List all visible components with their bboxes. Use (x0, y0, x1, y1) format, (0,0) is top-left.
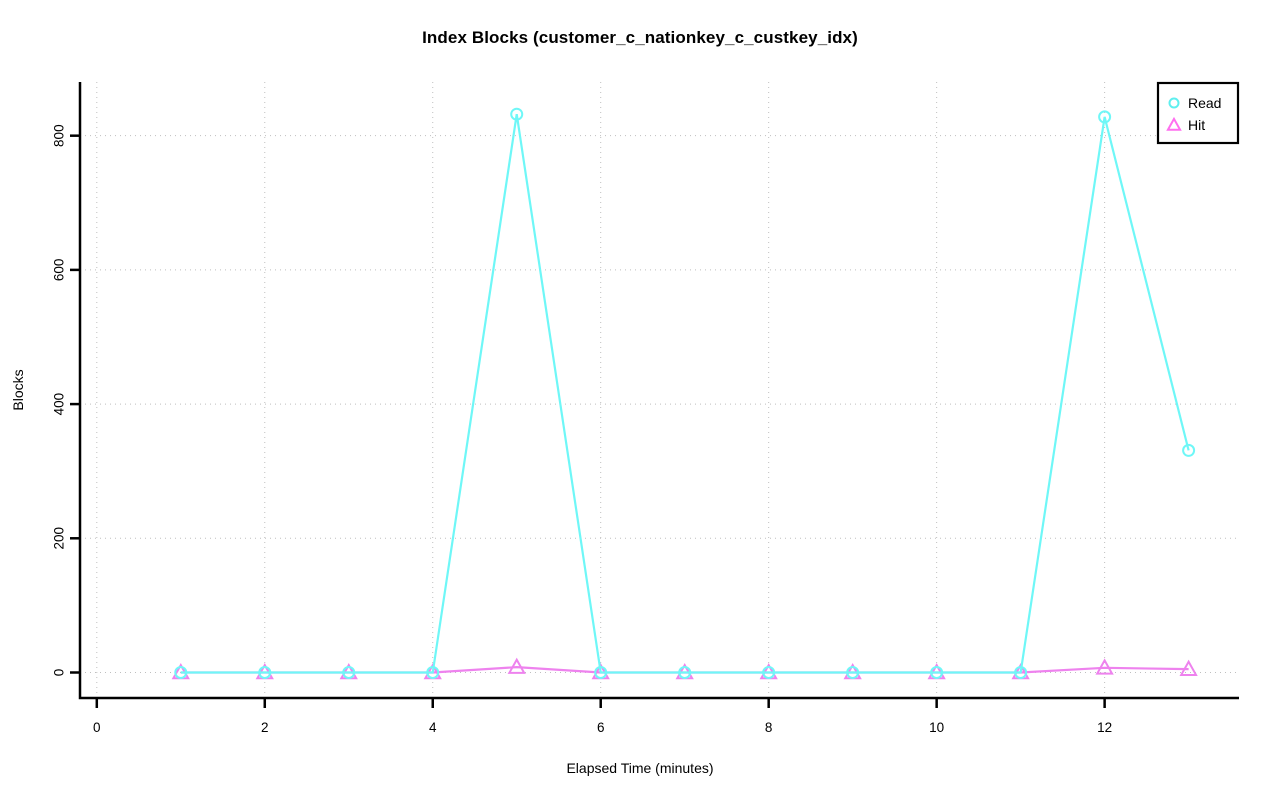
axis-ticks (70, 134, 1106, 708)
data-point-circle (1014, 666, 1028, 680)
data-point-triangle (1095, 658, 1114, 675)
legend-box (1156, 81, 1240, 145)
data-point-circle (342, 666, 356, 680)
chart-legend: Read Hit (1156, 81, 1240, 145)
x-tick-label: 10 (929, 720, 944, 735)
legend-label: Hit (1188, 117, 1205, 133)
plot-frame (78, 82, 1239, 700)
series-read (174, 107, 1196, 680)
data-point-triangle (1179, 659, 1198, 676)
data-point-circle (426, 666, 440, 680)
legend-marker-circle (1168, 97, 1180, 109)
data-point-circle (174, 666, 188, 680)
x-tick-label: 8 (765, 720, 773, 735)
data-point-circle (762, 666, 776, 680)
data-series (171, 107, 1198, 680)
axis-lines (78, 82, 1239, 700)
data-point-circle (846, 666, 860, 680)
data-point-triangle (507, 657, 526, 674)
x-axis-label: Elapsed Time (minutes) (566, 760, 714, 776)
x-tick-label: 4 (429, 720, 437, 735)
y-tick-label: 400 (52, 393, 67, 416)
data-point-circle (1098, 110, 1112, 124)
series-hit (171, 657, 1198, 680)
data-point-circle (510, 107, 524, 121)
axis-tick-labels: 0 200 400 600 800 0 2 4 6 8 10 12 (52, 124, 1113, 735)
legend-label: Read (1188, 95, 1221, 111)
x-tick-label: 2 (261, 720, 269, 735)
x-tick-label: 12 (1097, 720, 1112, 735)
legend-entry-read[interactable]: Read (1168, 95, 1222, 111)
chart-title: Index Blocks (customer_c_nationkey_c_cus… (422, 28, 858, 47)
data-point-circle (678, 666, 692, 680)
data-point-circle (930, 666, 944, 680)
legend-marker-triangle (1166, 116, 1182, 131)
y-tick-label: 0 (52, 669, 67, 677)
y-tick-label: 200 (52, 527, 67, 550)
data-point-circle (594, 666, 608, 680)
x-tick-label: 0 (93, 720, 101, 735)
x-tick-label: 6 (597, 720, 605, 735)
grid-lines (80, 82, 1239, 698)
data-point-circle (258, 666, 272, 680)
legend-entry-hit[interactable]: Hit (1166, 116, 1205, 133)
y-tick-label: 800 (52, 124, 67, 147)
data-point-circle (1182, 443, 1196, 457)
y-tick-label: 600 (52, 259, 67, 282)
series-line (180, 114, 1190, 674)
